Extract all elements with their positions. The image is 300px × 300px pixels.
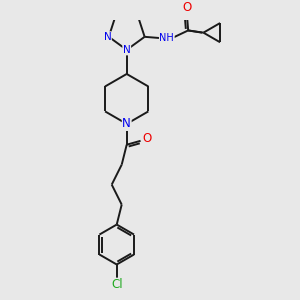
Text: N: N [103,32,111,42]
Text: O: O [182,1,191,13]
Text: Cl: Cl [111,278,122,291]
Text: N: N [123,45,130,55]
Text: N: N [122,117,131,130]
Text: O: O [142,131,152,145]
Text: NH: NH [160,33,174,43]
